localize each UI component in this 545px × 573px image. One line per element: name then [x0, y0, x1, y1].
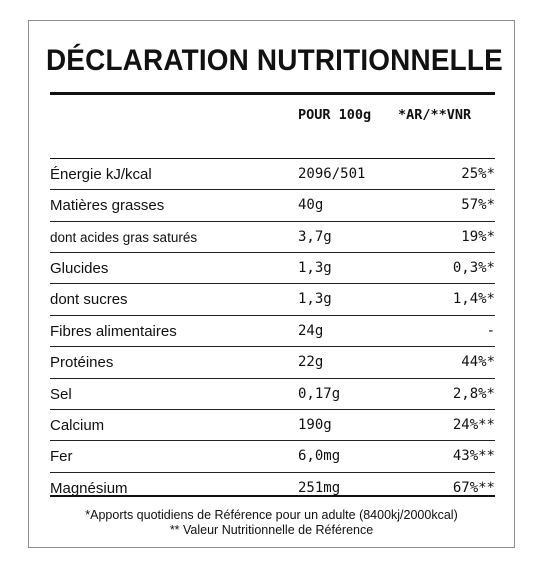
nutrient-percent: 25%* [461, 166, 495, 182]
table-row-fibre: Fibres alimentaires 24g - [50, 316, 495, 348]
footnote-reference-intake: *Apports quotidiens de Référence pour un… [85, 508, 458, 522]
nutrient-value: 190g [298, 416, 332, 433]
nutrient-name: Fer [50, 448, 73, 466]
nutrient-percent: 67%** [452, 479, 495, 496]
nutrient-percent: 43%** [452, 448, 495, 465]
nutrient-value: 40g [298, 197, 324, 214]
nutrition-table: Énergie kJ/kcal 2096/501 25%* Matières g… [50, 159, 495, 504]
nutrient-name: dont acides gras saturés [50, 229, 198, 245]
nutrient-name: Sel [50, 385, 72, 403]
nutrient-value: 0,17g [298, 385, 341, 402]
nutrient-percent: 2,8%* [452, 385, 495, 402]
nutrient-value: 1,3g [298, 291, 332, 308]
nutrient-percent: 1,4%* [452, 291, 495, 308]
nutrient-name: Magnésium [50, 479, 128, 497]
footnote-nutrient-reference-value: ** Valeur Nutritionnelle de Référence [169, 523, 374, 537]
nutrient-value: 24g [298, 322, 324, 339]
table-row-calcium: Calcium 190g 24%** [50, 410, 495, 442]
table-row-sugars: dont sucres 1,3g 1,4%* [50, 284, 495, 316]
table-bottom-divider [50, 495, 495, 497]
nutrient-percent: 19%* [461, 228, 495, 245]
nutrient-value: 6,0mg [298, 448, 341, 465]
nutrient-value: 2096/501 [298, 166, 366, 182]
title-divider [50, 92, 495, 95]
nutrient-name: dont sucres [50, 291, 128, 309]
column-header-per-100g: POUR 100g [298, 107, 372, 123]
footnotes: *Apports quotidiens de Référence pour un… [29, 508, 514, 538]
nutrient-percent: 24%** [452, 416, 495, 433]
nutrient-percent: 0,3%* [452, 260, 495, 277]
nutrient-percent: 44%* [461, 354, 495, 371]
nutrition-title: DÉCLARATION NUTRITIONNELLE [45, 44, 503, 77]
table-row-fat: Matières grasses 40g 57%* [50, 190, 495, 222]
nutrient-percent: - [486, 322, 495, 339]
nutrient-value: 22g [298, 354, 324, 371]
nutrient-value: 251mg [298, 479, 341, 496]
nutrition-label-panel: DÉCLARATION NUTRITIONNELLE POUR 100g *AR… [28, 20, 515, 548]
header-divider [50, 158, 495, 159]
nutrient-value: 3,7g [298, 228, 332, 245]
table-row-iron: Fer 6,0mg 43%** [50, 441, 495, 473]
table-row-protein: Protéines 22g 44%* [50, 347, 495, 379]
nutrient-percent: 57%* [461, 197, 495, 214]
nutrient-name: Énergie kJ/kcal [50, 166, 152, 183]
column-header-ar-vnr: *AR/**VNR [398, 107, 472, 123]
table-row-saturated-fat: dont acides gras saturés 3,7g 19%* [50, 222, 495, 254]
table-row-carbohydrates: Glucides 1,3g 0,3%* [50, 253, 495, 285]
nutrient-name: Glucides [50, 260, 109, 278]
nutrient-name: Calcium [50, 416, 105, 434]
nutrient-value: 1,3g [298, 260, 332, 277]
nutrient-name: Fibres alimentaires [50, 322, 177, 340]
table-row-magnesium: Magnésium 251mg 67%** [50, 473, 495, 504]
nutrient-name: Protéines [50, 354, 114, 372]
table-row-energy: Énergie kJ/kcal 2096/501 25%* [50, 159, 495, 191]
table-row-salt: Sel 0,17g 2,8%* [50, 379, 495, 410]
nutrient-name: Matières grasses [50, 197, 165, 215]
